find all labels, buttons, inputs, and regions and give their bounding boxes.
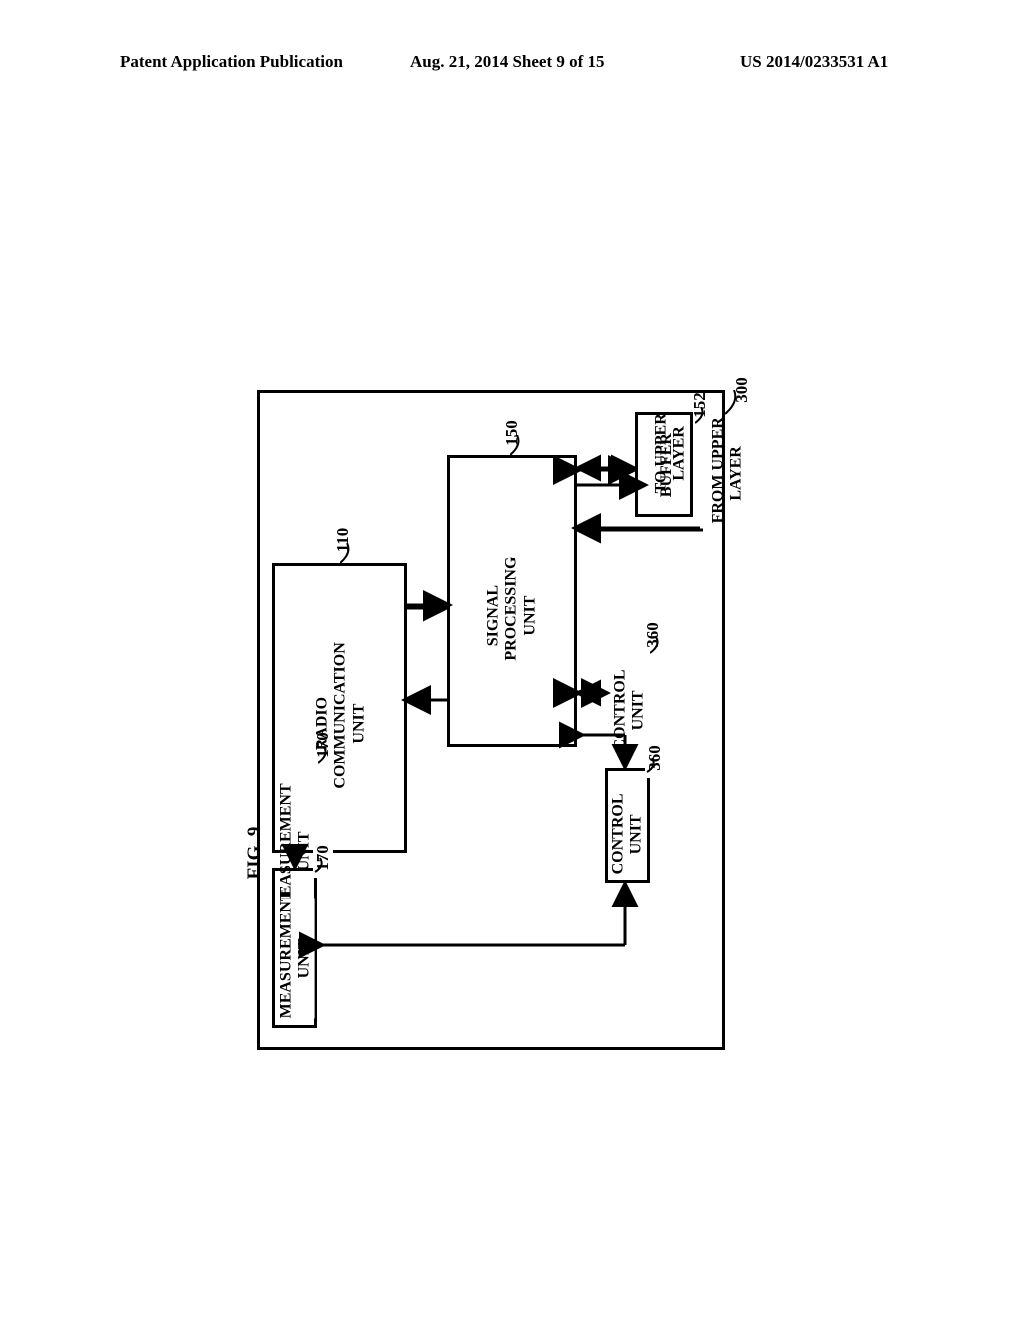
connectors-main (225, 380, 745, 940)
header-left: Patent Application Publication (120, 52, 343, 72)
header-right: US 2014/0233531 A1 (740, 52, 888, 72)
figure-9: FIG. 9 300 RADIOCOMMUNICATIONUNIT 110 SI… (225, 380, 725, 920)
header-center: Aug. 21, 2014 Sheet 9 of 15 (410, 52, 605, 72)
